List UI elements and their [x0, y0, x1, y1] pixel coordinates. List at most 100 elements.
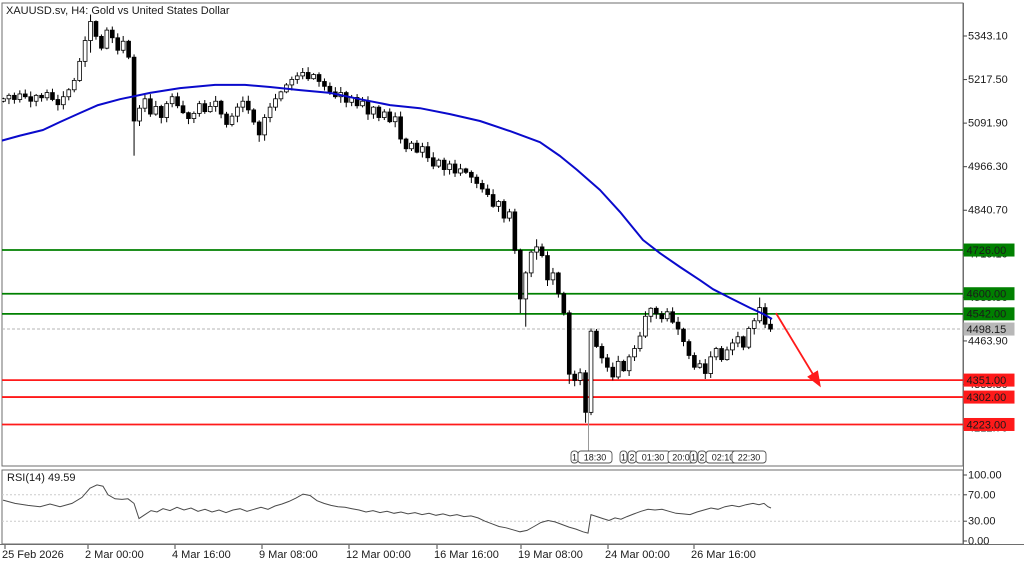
- candle-body: [463, 168, 469, 173]
- candle-body: [528, 251, 534, 274]
- price-level-tag-bg[interactable]: [963, 243, 1015, 257]
- candle-body: [643, 315, 648, 337]
- candle-body: [648, 307, 654, 317]
- candle-body: [71, 80, 77, 91]
- price-level-tag-text: 4223.00: [967, 419, 1007, 431]
- price-scale[interactable]: 5343.105217.505091.904966.304840.704715.…: [963, 31, 1015, 548]
- candle-body: [99, 35, 104, 49]
- candle-body: [675, 321, 681, 330]
- time-tag-label: 18:30: [584, 453, 607, 463]
- price-level-tag-bg[interactable]: [963, 307, 1015, 321]
- candle-body: [670, 311, 675, 323]
- candle-body: [93, 21, 99, 37]
- price-level-tag-bg[interactable]: [963, 373, 1015, 387]
- candle-body: [702, 363, 708, 374]
- candle-body: [637, 335, 643, 349]
- price-level-tag-bg[interactable]: [963, 287, 1015, 301]
- candle-body: [142, 98, 148, 109]
- candle-body: [229, 115, 235, 125]
- price-level-tag-bg[interactable]: [963, 417, 1015, 431]
- candle-body: [681, 328, 686, 342]
- rsi-tick-label: 70.00: [968, 489, 996, 501]
- candle-body: [240, 100, 246, 108]
- candle-body: [66, 89, 72, 98]
- candle-body: [425, 146, 431, 159]
- rsi-pane-border: [1, 469, 964, 545]
- candle-body: [251, 109, 257, 123]
- candle-body: [235, 106, 240, 117]
- candle-body: [169, 96, 175, 105]
- candle-body: [371, 106, 376, 115]
- candle-body: [186, 112, 191, 119]
- candle-body: [588, 330, 594, 413]
- time-tag-label: 22:30: [738, 453, 761, 463]
- chart-title: XAUUSD.sv, H4: Gold vs United States Dol…: [6, 5, 230, 17]
- price-level-tag-bg[interactable]: [963, 390, 1015, 404]
- candle-body: [708, 356, 713, 374]
- candle-body: [545, 255, 550, 281]
- candle-body: [550, 272, 556, 281]
- candle-body: [33, 94, 39, 102]
- time-tag[interactable]: [731, 450, 767, 464]
- candle-body: [724, 349, 730, 361]
- candle-body: [180, 105, 186, 114]
- rsi-line: [2, 484, 772, 534]
- candle-body: [115, 37, 121, 51]
- candle-body: [197, 103, 202, 114]
- price-level-tag-text: 4542.00: [967, 309, 1007, 321]
- candle-body: [654, 307, 659, 315]
- candle-body: [300, 72, 305, 77]
- moving-average-line: [2, 83, 773, 320]
- candle-body: [120, 40, 126, 51]
- trend-arrow[interactable]: [775, 312, 821, 388]
- candle-body: [469, 171, 474, 178]
- time-tag[interactable]: [689, 450, 698, 464]
- candle-body: [409, 142, 414, 150]
- candle-body: [474, 176, 480, 184]
- candle-body: [311, 74, 316, 80]
- price-level-tag-text: 4302.00: [967, 392, 1007, 404]
- candle-body: [202, 103, 208, 113]
- time-tag[interactable]: [619, 450, 628, 464]
- candle-body: [164, 103, 170, 118]
- current-price-tag-bg[interactable]: [963, 322, 1015, 336]
- candle-body: [713, 348, 719, 358]
- candles-layer: [2, 14, 773, 423]
- rsi-tick-label: 100.00: [968, 470, 1002, 482]
- candle-body: [289, 78, 295, 86]
- candle-body: [632, 348, 637, 358]
- candle-body: [218, 100, 224, 115]
- price-tick-label: 4966.30: [968, 161, 1008, 173]
- time-tag-label: 1: [572, 453, 577, 463]
- main-chart-area[interactable]: 1 18:30 1 2 01:30 20:0 1 2 02:10 22:30: [0, 14, 963, 464]
- candle-body: [583, 372, 588, 413]
- rsi-tick-label: 30.00: [968, 516, 996, 528]
- price-tick-label: 4463.90: [968, 335, 1008, 347]
- candle-body: [615, 360, 621, 378]
- candle-body: [626, 356, 632, 372]
- candle-body: [414, 142, 420, 153]
- current-price-tag-text: 4498.15: [967, 324, 1007, 336]
- time-tick-label: 16 Mar 16:00: [434, 549, 499, 561]
- candle-body: [376, 106, 382, 118]
- time-tick-label: 24 Mar 00:00: [605, 549, 670, 561]
- candle-body: [441, 159, 447, 170]
- candle-body: [507, 211, 512, 219]
- candle-body: [392, 116, 398, 123]
- rsi-pane[interactable]: [2, 484, 963, 534]
- candle-body: [697, 363, 703, 368]
- time-tags-row[interactable]: 1 18:30 1 2 01:30 20:0 1 2 02:10 22:30: [570, 450, 767, 464]
- time-tag-label: 01:30: [642, 453, 665, 463]
- candle-body: [610, 366, 616, 378]
- candle-body: [605, 357, 610, 368]
- time-tick-label: 12 Mar 00:00: [346, 549, 411, 561]
- time-tick-label: 19 Mar 08:00: [518, 549, 583, 561]
- candle-body: [191, 112, 197, 119]
- time-scale[interactable]: 25 Feb 2026 2 Mar 00:00 4 Mar 16:00 9 Mar 0…: [2, 545, 756, 561]
- candle-body: [621, 360, 626, 372]
- pane-frames: [0, 2, 1024, 545]
- candle-body: [501, 201, 507, 219]
- time-tag[interactable]: [577, 450, 613, 464]
